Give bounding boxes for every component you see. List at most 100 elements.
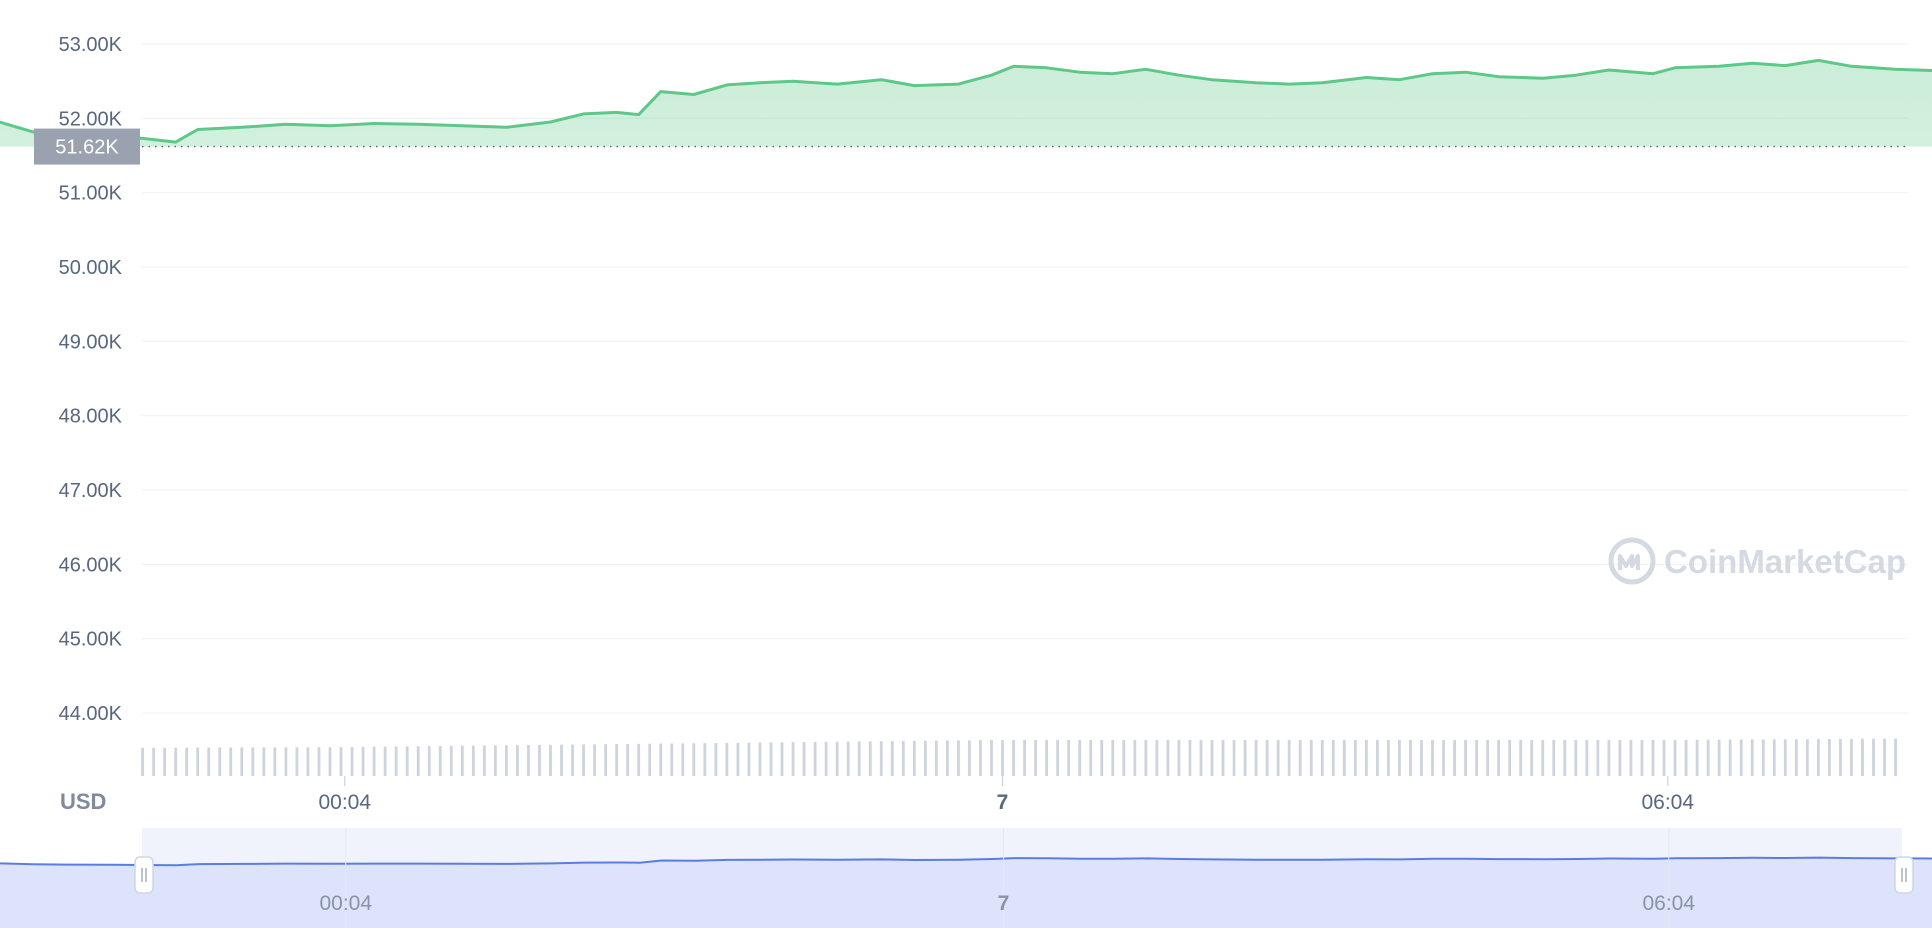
volume-bar: [1585, 740, 1589, 776]
volume-bar: [505, 745, 508, 776]
volume-bar: [791, 742, 795, 776]
volume-bar: [1133, 740, 1137, 776]
volume-bar: [1298, 740, 1302, 776]
volume-bar: [747, 742, 751, 776]
coinmarketcap-watermark: CoinMarketCap: [1608, 537, 1906, 585]
volume-bar: [1684, 739, 1688, 776]
volume-bar: [1144, 740, 1148, 776]
volume-bar: [968, 740, 971, 776]
volume-bar: [637, 743, 641, 776]
volume-bar: [670, 743, 674, 776]
price-line-down: [0, 60, 1932, 661]
y-tick-label: 53.00K: [59, 34, 123, 56]
volume-bar: [1001, 740, 1004, 776]
volume-bar: [1883, 738, 1886, 776]
volume-bar: [1111, 740, 1115, 776]
volume-bar: [1199, 740, 1203, 776]
volume-bar: [1850, 738, 1853, 776]
volume-bar: [1431, 740, 1434, 776]
y-tick-label: 48.00K: [59, 406, 123, 428]
volume-bar: [1816, 739, 1820, 776]
volume-bar: [582, 744, 585, 776]
volume-bar: [1398, 740, 1401, 776]
volume-bar: [1706, 739, 1710, 776]
volume-bar: [1364, 740, 1368, 776]
navigator-tick-label: 7: [998, 892, 1010, 915]
volume-bar: [383, 746, 387, 776]
volume-bar: [460, 745, 464, 776]
volume-bar: [1387, 740, 1390, 776]
navigator-area: [0, 857, 1932, 928]
navigator-right-handle[interactable]: [1894, 856, 1914, 894]
volume-bar: [273, 747, 277, 776]
volume-bar: [1409, 740, 1412, 776]
volume-bar: [1552, 740, 1556, 776]
volume-bar: [339, 747, 343, 776]
volume-bar: [758, 742, 762, 776]
volume-bar: [1420, 740, 1423, 776]
navigator-tick-label: 00:04: [319, 892, 372, 915]
volume-bar: [527, 745, 530, 776]
volume-bar: [626, 743, 630, 776]
x-tick-label: 06:04: [1641, 791, 1694, 814]
volume-bar: [901, 740, 905, 776]
volume-bar: [471, 745, 475, 776]
volume-bar: [394, 746, 398, 776]
volume-bar: [1530, 740, 1534, 776]
price-area-up: [0, 60, 1932, 147]
price-area-down: [0, 146, 1932, 147]
volume-bar: [1717, 739, 1721, 776]
volume-bar: [372, 746, 376, 776]
volume-bar: [482, 745, 486, 776]
volume-bar: [516, 745, 519, 776]
navigator-line: [0, 856, 1932, 867]
volume-bar: [648, 743, 652, 776]
volume-bar: [1320, 740, 1324, 776]
reference-price-label-text: 51.62K: [55, 137, 119, 159]
navigator-left-handle[interactable]: [134, 856, 154, 894]
currency-label: USD: [60, 789, 106, 814]
volume-bar: [1155, 740, 1159, 776]
volume-bar: [1166, 740, 1170, 776]
volume-bar: [1034, 740, 1037, 776]
y-tick-label: 47.00K: [59, 480, 123, 502]
volume-bar: [251, 747, 255, 776]
volume-bar: [427, 746, 431, 776]
volume-bar: [1794, 739, 1798, 776]
x-tick-label: 00:04: [318, 791, 371, 814]
volume-bar: [1353, 740, 1357, 776]
volume-bar: [813, 741, 817, 776]
y-axis: 44.00K 45.00K 46.00K 47.00K 48.00K 49.00K 50.0…: [59, 34, 123, 725]
volume-bar: [1695, 739, 1699, 776]
volume-bar: [857, 741, 861, 776]
volume-bar: [493, 745, 497, 776]
price-line-up: [0, 58, 1932, 144]
volume-bar: [1596, 740, 1600, 776]
volume-bar: [1673, 739, 1677, 776]
volume-bar: [659, 743, 663, 776]
volume-bar: [1662, 739, 1666, 776]
volume-bar: [1089, 740, 1093, 776]
volume-bar: [1056, 740, 1060, 776]
volume-bar: [141, 747, 144, 776]
volume-bar: [615, 744, 619, 776]
volume-bar: [681, 743, 685, 776]
volume-bar: [1265, 740, 1269, 776]
volume-bar: [229, 747, 233, 776]
volume-bar: [1486, 740, 1490, 776]
volume-bar: [923, 740, 927, 776]
volume-bar: [196, 747, 200, 776]
volume-bar: [1287, 740, 1291, 776]
volume-bar: [736, 742, 740, 776]
volume-bar: [593, 744, 596, 776]
y-tick-label: 45.00K: [59, 629, 123, 651]
volume-bar: [1100, 740, 1104, 776]
volume-bar: [1475, 740, 1478, 776]
volume-bar: [207, 747, 211, 776]
volume-bar: [1872, 738, 1875, 776]
volume-bar: [295, 747, 299, 776]
volume-bar: [1739, 739, 1743, 776]
